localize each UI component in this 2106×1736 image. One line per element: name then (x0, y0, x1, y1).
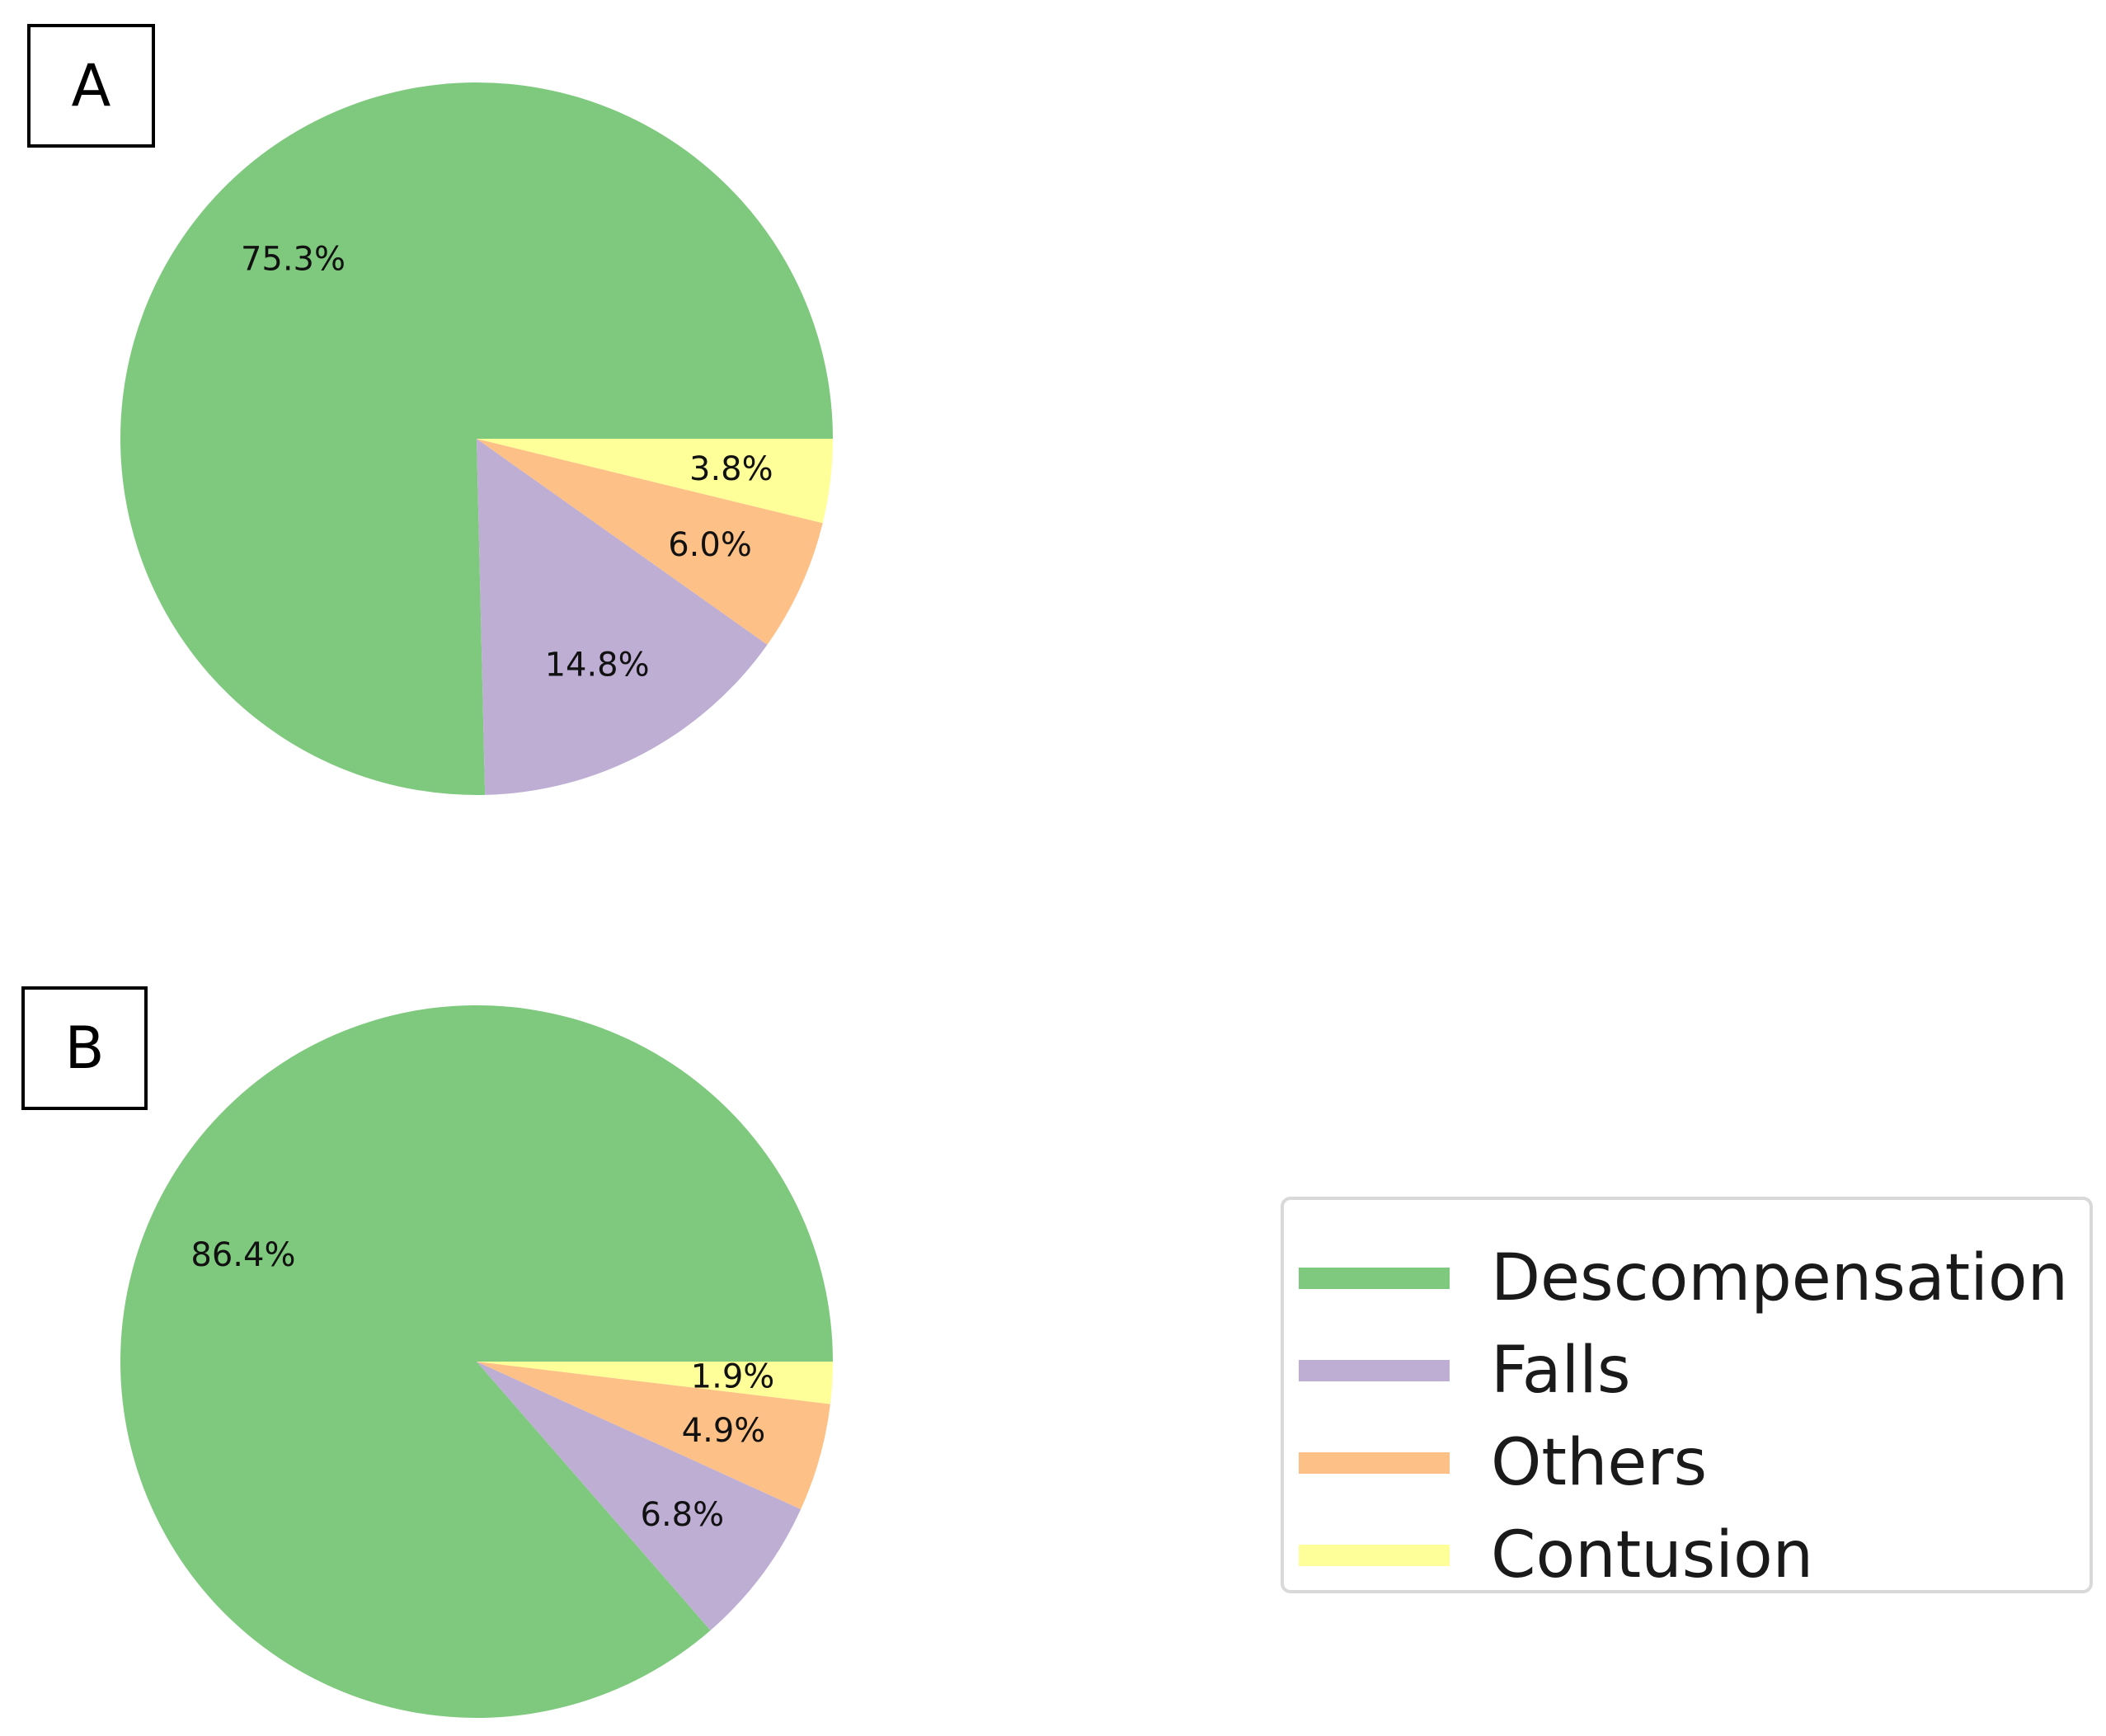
panel-label-b: B (21, 986, 148, 1110)
pie-a-label-descompensation: 75.3% (241, 241, 346, 279)
pie-b-label-descompensation: 86.4% (190, 1236, 295, 1274)
pie-a-slice-falls (477, 439, 768, 795)
legend-item-falls: Falls (1299, 1329, 1630, 1412)
legend-swatch-others (1299, 1452, 1450, 1474)
pie-b: 86.4% 6.8% 4.9% 1.9% (120, 1004, 833, 1719)
pie-b-slice-contusion (477, 1362, 833, 1404)
legend-label-descompensation: Descompensation (1491, 1241, 2069, 1315)
pie-b-label-others: 4.9% (682, 1412, 766, 1450)
legend-swatch-falls (1299, 1360, 1450, 1381)
legend: Descompensation Falls Others Contusion (1281, 1197, 2093, 1593)
legend-item-others: Others (1299, 1422, 1707, 1504)
pie-a-label-others: 6.0% (668, 526, 752, 564)
legend-swatch-contusion (1299, 1545, 1450, 1566)
pie-b-slice-falls (477, 1362, 802, 1630)
pie-a: 75.3% 14.8% 6.0% 3.8% (120, 82, 833, 795)
legend-item-descompensation: Descompensation (1299, 1237, 2068, 1320)
pie-a-slice-others (477, 439, 823, 645)
pie-a-slice-contusion (477, 439, 833, 524)
pie-a-slice-descompensation (120, 82, 833, 795)
legend-label-others: Others (1491, 1426, 1708, 1500)
legend-label-falls: Falls (1491, 1334, 1631, 1408)
pie-b-label-contusion: 1.9% (691, 1358, 775, 1396)
legend-swatch-descompensation (1299, 1268, 1450, 1289)
legend-item-contusion: Contusion (1299, 1514, 1813, 1597)
pie-b-label-falls: 6.8% (641, 1496, 725, 1534)
pie-b-slice-others (477, 1362, 830, 1510)
panel-label-a: A (27, 24, 155, 148)
pie-a-label-contusion: 3.8% (689, 450, 773, 488)
pie-a-label-falls: 14.8% (545, 647, 650, 685)
legend-label-contusion: Contusion (1491, 1518, 1814, 1593)
